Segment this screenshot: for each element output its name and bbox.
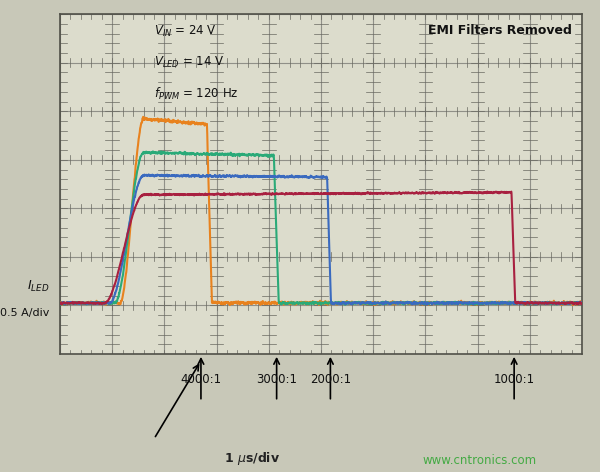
- Text: 3000:1: 3000:1: [256, 373, 297, 386]
- Text: www.cntronics.com: www.cntronics.com: [423, 454, 537, 467]
- Text: 2000:1: 2000:1: [310, 373, 351, 386]
- Text: 1 $\mu$s/div: 1 $\mu$s/div: [224, 450, 280, 467]
- Text: $V_{LED}$ = 14 V: $V_{LED}$ = 14 V: [154, 55, 224, 70]
- Text: EMI Filters Removed: EMI Filters Removed: [428, 25, 572, 37]
- Text: 0.5 A/div: 0.5 A/div: [0, 308, 50, 318]
- Text: 1000:1: 1000:1: [494, 373, 535, 386]
- Text: 4000:1: 4000:1: [181, 373, 221, 386]
- Text: $I_{LED}$: $I_{LED}$: [27, 278, 50, 294]
- Text: $f_{PWM}$ = 120 Hz: $f_{PWM}$ = 120 Hz: [154, 85, 239, 101]
- Text: $V_{IN}$ = 24 V: $V_{IN}$ = 24 V: [154, 25, 217, 40]
